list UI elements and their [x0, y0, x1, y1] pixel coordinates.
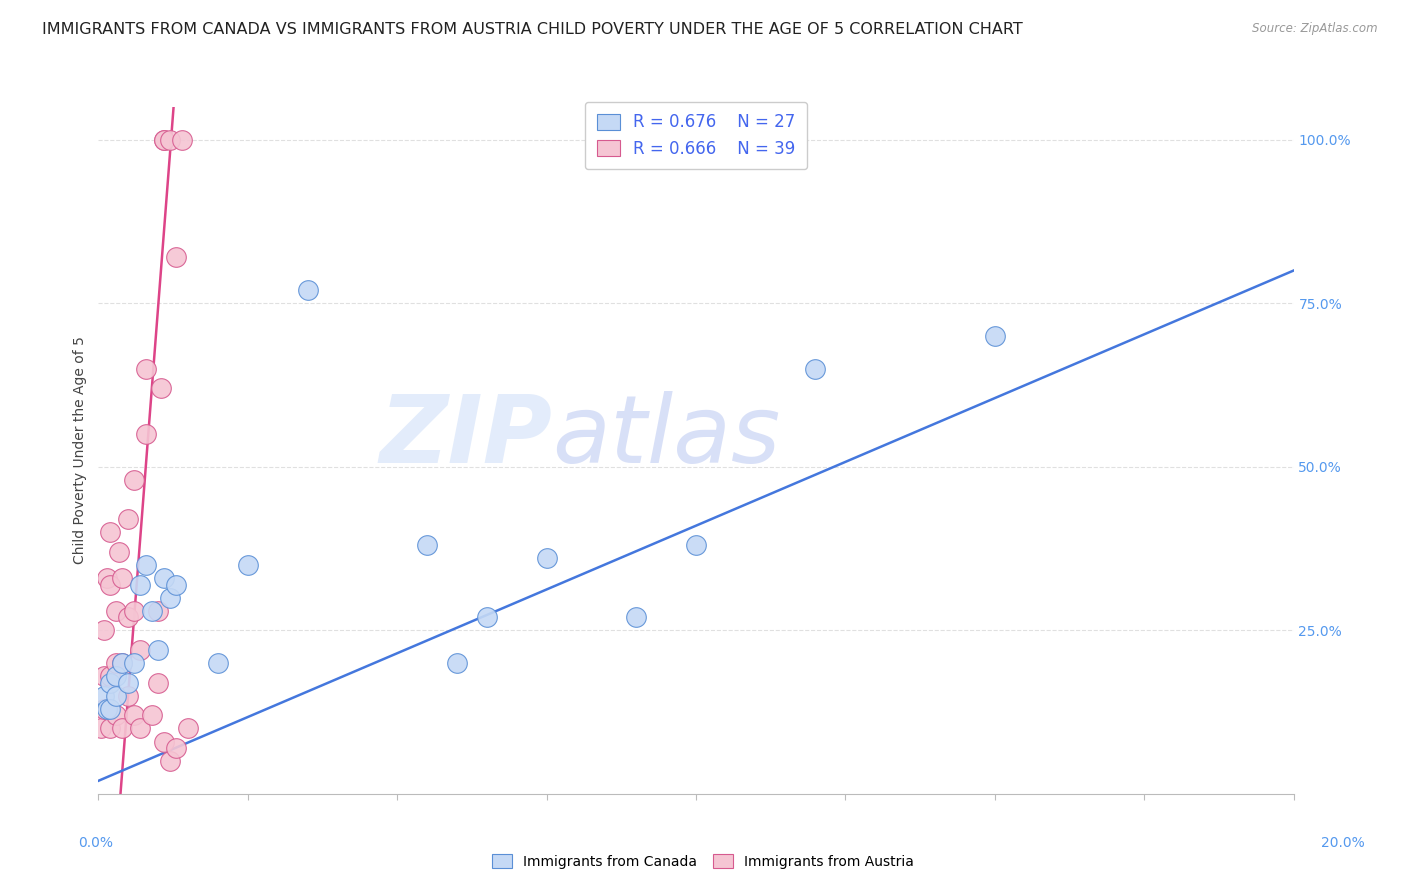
Point — [129, 577, 152, 591]
Point — [98, 722, 122, 736]
Point — [111, 656, 134, 670]
Point — [159, 754, 181, 768]
Point — [135, 361, 157, 376]
Point — [148, 604, 170, 618]
Point — [96, 702, 118, 716]
Point — [93, 624, 115, 638]
Point — [129, 643, 152, 657]
Point — [177, 722, 200, 736]
Point — [141, 604, 163, 618]
Point — [111, 571, 134, 585]
Legend: Immigrants from Canada, Immigrants from Austria: Immigrants from Canada, Immigrants from … — [486, 849, 920, 874]
Point — [90, 722, 112, 736]
Point — [124, 656, 146, 670]
Point — [117, 610, 139, 624]
Point — [475, 610, 498, 624]
Point — [153, 734, 176, 748]
Point — [98, 669, 122, 683]
Point — [93, 689, 115, 703]
Point — [117, 675, 139, 690]
Point — [108, 545, 131, 559]
Point — [416, 538, 439, 552]
Point — [685, 538, 707, 552]
Point — [159, 133, 181, 147]
Point — [105, 656, 128, 670]
Point — [159, 591, 181, 605]
Point — [105, 689, 128, 703]
Point — [105, 669, 128, 683]
Legend: R = 0.676    N = 27, R = 0.666    N = 39: R = 0.676 N = 27, R = 0.666 N = 39 — [585, 102, 807, 169]
Point — [150, 381, 173, 395]
Point — [446, 656, 468, 670]
Point — [93, 702, 115, 716]
Point — [124, 604, 146, 618]
Point — [98, 702, 122, 716]
Point — [236, 558, 259, 572]
Point — [105, 708, 128, 723]
Text: atlas: atlas — [553, 392, 780, 483]
Point — [129, 722, 152, 736]
Point — [96, 571, 118, 585]
Point — [626, 610, 648, 624]
Point — [153, 571, 176, 585]
Point — [536, 551, 558, 566]
Point — [148, 643, 170, 657]
Text: ZIP: ZIP — [380, 391, 553, 483]
Point — [153, 133, 176, 147]
Point — [804, 361, 827, 376]
Point — [165, 741, 187, 756]
Point — [135, 427, 157, 442]
Y-axis label: Child Poverty Under the Age of 5: Child Poverty Under the Age of 5 — [73, 336, 87, 565]
Point — [297, 283, 319, 297]
Text: IMMIGRANTS FROM CANADA VS IMMIGRANTS FROM AUSTRIA CHILD POVERTY UNDER THE AGE OF: IMMIGRANTS FROM CANADA VS IMMIGRANTS FRO… — [42, 22, 1024, 37]
Point — [153, 133, 176, 147]
Point — [984, 329, 1007, 343]
Text: Source: ZipAtlas.com: Source: ZipAtlas.com — [1253, 22, 1378, 36]
Point — [111, 656, 134, 670]
Text: 0.0%: 0.0% — [79, 836, 112, 850]
Point — [124, 708, 146, 723]
Point — [93, 669, 115, 683]
Point — [165, 577, 187, 591]
Point — [111, 722, 134, 736]
Point — [117, 512, 139, 526]
Point — [98, 577, 122, 591]
Point — [207, 656, 229, 670]
Point — [105, 604, 128, 618]
Point — [135, 558, 157, 572]
Point — [98, 525, 122, 540]
Point — [124, 473, 146, 487]
Point — [98, 675, 122, 690]
Point — [148, 675, 170, 690]
Point — [165, 251, 187, 265]
Text: 20.0%: 20.0% — [1320, 836, 1365, 850]
Point — [141, 708, 163, 723]
Point — [172, 133, 194, 147]
Point — [117, 689, 139, 703]
